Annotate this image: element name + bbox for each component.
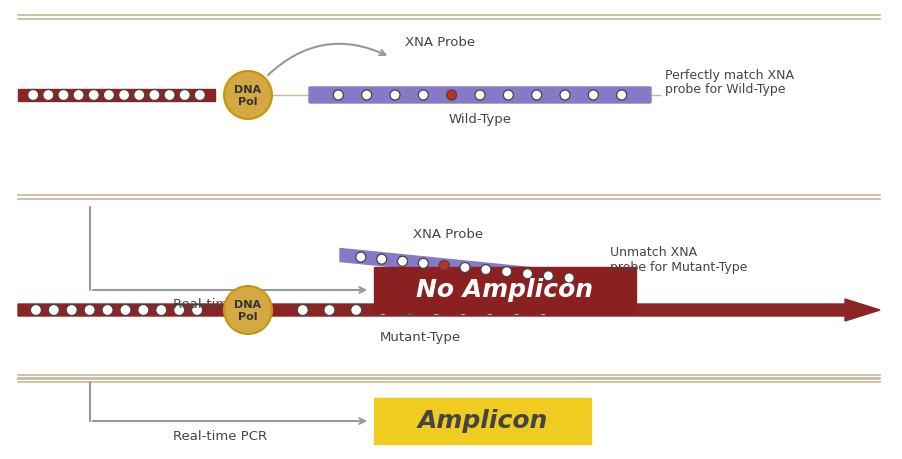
Circle shape <box>298 304 308 315</box>
Circle shape <box>511 304 522 315</box>
Text: probe for Mutant-Type: probe for Mutant-Type <box>610 262 748 274</box>
Circle shape <box>42 90 54 101</box>
Circle shape <box>446 90 456 100</box>
Text: Unmatch XNA: Unmatch XNA <box>610 246 697 258</box>
Circle shape <box>475 90 485 100</box>
Text: No Amplicon: No Amplicon <box>417 278 594 302</box>
Circle shape <box>102 304 113 315</box>
Circle shape <box>481 264 491 274</box>
Circle shape <box>522 269 532 279</box>
Text: Real-time PCR: Real-time PCR <box>173 298 267 312</box>
Circle shape <box>31 304 41 315</box>
FancyBboxPatch shape <box>309 87 651 103</box>
Circle shape <box>149 90 160 101</box>
Text: Amplicon: Amplicon <box>418 409 548 433</box>
Circle shape <box>484 304 495 315</box>
Circle shape <box>224 286 272 334</box>
Circle shape <box>560 90 570 100</box>
Circle shape <box>324 304 335 315</box>
Circle shape <box>362 90 372 100</box>
Circle shape <box>28 90 39 101</box>
Text: Pol: Pol <box>238 97 258 107</box>
Circle shape <box>377 304 389 315</box>
Circle shape <box>531 90 542 100</box>
Circle shape <box>617 90 627 100</box>
Circle shape <box>138 304 149 315</box>
Bar <box>18 89 215 101</box>
Text: Perfectly match XNA: Perfectly match XNA <box>665 68 794 82</box>
Circle shape <box>174 304 185 315</box>
FancyBboxPatch shape <box>374 398 591 444</box>
Circle shape <box>538 304 548 315</box>
Circle shape <box>334 90 344 100</box>
Text: Wild-Type: Wild-Type <box>448 113 511 127</box>
Circle shape <box>164 90 175 101</box>
Circle shape <box>439 260 449 270</box>
Circle shape <box>191 304 203 315</box>
Text: DNA: DNA <box>235 85 262 95</box>
Circle shape <box>133 90 144 101</box>
Circle shape <box>457 304 469 315</box>
Polygon shape <box>340 248 590 286</box>
Circle shape <box>588 90 598 100</box>
Text: Pol: Pol <box>238 312 258 322</box>
Circle shape <box>543 271 553 281</box>
Circle shape <box>120 304 131 315</box>
Circle shape <box>49 304 60 315</box>
Circle shape <box>390 90 400 100</box>
Circle shape <box>118 90 130 101</box>
Circle shape <box>355 252 366 262</box>
Text: DNA: DNA <box>235 300 262 310</box>
Text: XNA Probe: XNA Probe <box>413 229 483 241</box>
Text: Mutant-Type: Mutant-Type <box>380 331 461 345</box>
Circle shape <box>88 90 99 101</box>
Circle shape <box>564 273 575 283</box>
Text: XNA Probe: XNA Probe <box>405 37 475 50</box>
Circle shape <box>179 90 190 101</box>
Circle shape <box>224 71 272 119</box>
FancyBboxPatch shape <box>374 267 636 313</box>
Circle shape <box>194 90 206 101</box>
Circle shape <box>502 267 511 277</box>
Circle shape <box>377 254 387 264</box>
Circle shape <box>84 304 95 315</box>
Text: Real-time PCR: Real-time PCR <box>173 430 267 442</box>
Circle shape <box>58 90 69 101</box>
Text: probe for Wild-Type: probe for Wild-Type <box>665 84 786 96</box>
Circle shape <box>431 304 442 315</box>
Circle shape <box>460 263 470 273</box>
Circle shape <box>398 256 408 266</box>
Circle shape <box>73 90 84 101</box>
Circle shape <box>66 304 78 315</box>
Circle shape <box>419 90 428 100</box>
FancyArrow shape <box>18 299 880 321</box>
Circle shape <box>156 304 167 315</box>
Circle shape <box>404 304 415 315</box>
Circle shape <box>419 258 428 269</box>
Circle shape <box>351 304 362 315</box>
Circle shape <box>104 90 115 101</box>
Circle shape <box>503 90 513 100</box>
